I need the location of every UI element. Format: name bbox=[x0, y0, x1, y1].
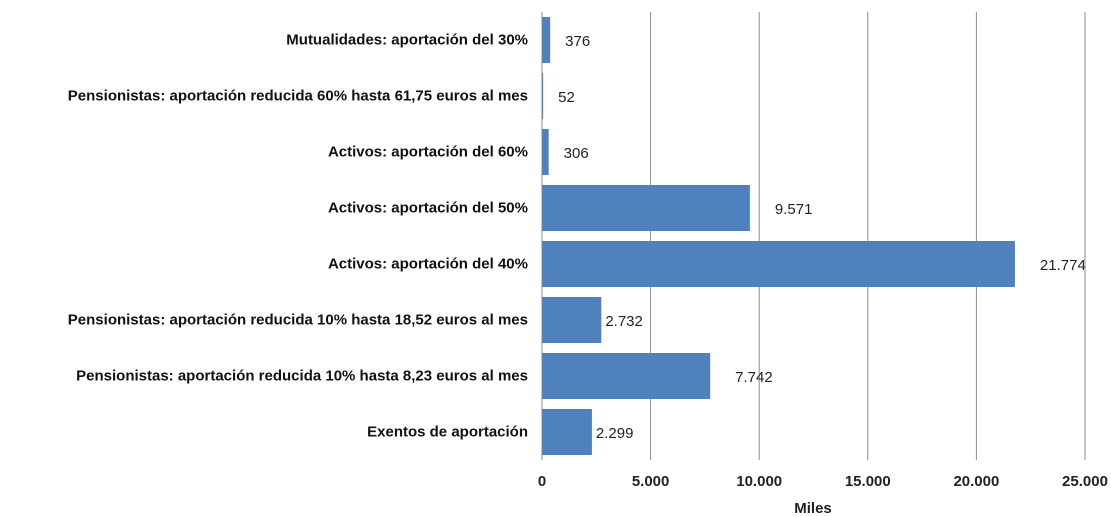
bar bbox=[542, 409, 592, 455]
y-tick-label: Activos: aportación del 40% bbox=[327, 255, 528, 273]
y-tick-label: Activos: aportación del 60% bbox=[327, 143, 528, 161]
data-label: 306 bbox=[564, 145, 589, 162]
bar bbox=[542, 241, 1015, 287]
bar bbox=[542, 17, 551, 63]
data-label: 52 bbox=[558, 89, 575, 106]
data-label: 2.732 bbox=[605, 313, 643, 330]
bar bbox=[542, 129, 549, 175]
y-tick-label: Mutualidades: aportación del 30% bbox=[286, 31, 528, 49]
bar bbox=[542, 297, 602, 343]
x-tick-label: 5.000 bbox=[632, 473, 670, 490]
y-tick-label: Pensionistas: aportación reducida 10% ha… bbox=[67, 311, 528, 329]
data-label: 376 bbox=[565, 33, 590, 50]
bar bbox=[542, 73, 544, 119]
x-axis-label: Miles bbox=[794, 500, 832, 517]
data-label: 2.299 bbox=[596, 425, 634, 442]
bar bbox=[542, 353, 711, 399]
x-tick-label: 0 bbox=[538, 473, 546, 490]
y-tick-label: Pensionistas: aportación reducida 10% ha… bbox=[76, 367, 528, 385]
y-tick-label: Pensionistas: aportación reducida 60% ha… bbox=[67, 87, 528, 105]
x-tick-label: 10.000 bbox=[736, 473, 782, 490]
data-label: 21.774 bbox=[1040, 257, 1086, 274]
data-label: 9.571 bbox=[775, 201, 813, 218]
y-tick-label: Exentos de aportación bbox=[367, 423, 528, 441]
data-label: 7.742 bbox=[735, 369, 773, 386]
bar bbox=[542, 185, 750, 231]
y-tick-label: Activos: aportación del 50% bbox=[327, 199, 528, 217]
x-tick-label: 25.000 bbox=[1062, 473, 1108, 490]
x-tick-label: 15.000 bbox=[845, 473, 891, 490]
x-tick-label: 20.000 bbox=[953, 473, 999, 490]
